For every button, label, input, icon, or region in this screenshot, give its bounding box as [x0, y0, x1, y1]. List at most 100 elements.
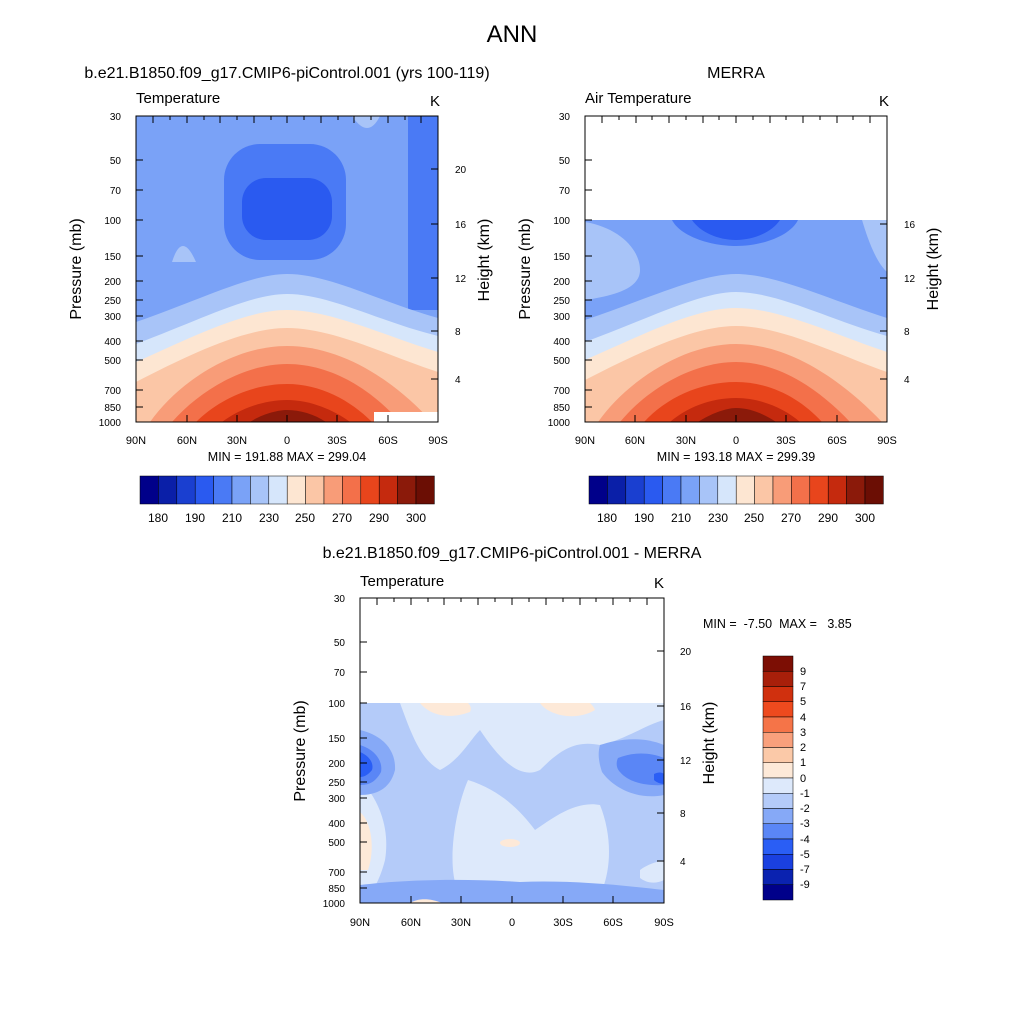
y-tick-label: 1000: [548, 418, 571, 429]
x-tick-label: 30N: [451, 917, 471, 929]
right-tick-label: 4: [455, 375, 461, 386]
colorbar-tick-label: -9: [800, 879, 810, 891]
panel-merra: MERRA Air Temperature K 90N 60N: [517, 65, 942, 525]
y-axis-ticks: 30 50 70 100 150 200 250 300 400 500 700…: [548, 112, 592, 429]
colorbar-tick-label: -2: [800, 803, 810, 815]
y-tick-label: 1000: [323, 899, 346, 910]
units-label: K: [430, 93, 440, 110]
y-tick-label: 150: [553, 252, 570, 263]
x-tick-label: 30S: [776, 435, 796, 447]
colorbar-tick-label: 190: [185, 511, 205, 525]
x-tick-label: 60N: [177, 435, 197, 447]
right-tick-label: 12: [904, 274, 916, 285]
right-tick-label: 20: [680, 647, 692, 658]
y-axis-label: Pressure (mb): [517, 218, 534, 319]
right-axis-label: Height (km): [476, 219, 493, 302]
y-tick-label: 400: [328, 819, 345, 830]
x-tick-label: 60S: [603, 917, 623, 929]
y-tick-label: 850: [553, 403, 570, 414]
y-tick-label: 100: [104, 216, 121, 227]
panel-title: b.e21.B1850.f09_g17.CMIP6-piControl.001 …: [84, 65, 489, 82]
right-axis-ticks: 4 8 12 16 20: [431, 165, 467, 386]
x-tick-label: 0: [284, 435, 290, 447]
y-axis-ticks: 30 50 70 100 150 200 250 300 400 500 700…: [99, 112, 143, 429]
variable-label: Temperature: [360, 573, 444, 590]
colorbar-tick-label: 7: [800, 681, 806, 693]
y-tick-label: 50: [559, 156, 571, 167]
x-tick-label: 60N: [401, 917, 421, 929]
y-tick-label: 700: [104, 386, 121, 397]
right-tick-label: 16: [455, 220, 467, 231]
y-tick-label: 30: [334, 594, 346, 605]
x-axis-ticks: 90N 60N 30N 0 30S 60S 90S: [126, 415, 448, 447]
colorbar-tick-label: 290: [369, 511, 389, 525]
y-tick-label: 1000: [99, 418, 122, 429]
x-axis-ticks: 90N 60N 30N 0 30S 60S 90S: [575, 415, 897, 447]
x-tick-label: 90N: [126, 435, 146, 447]
right-tick-label: 16: [680, 702, 692, 713]
y-tick-label: 50: [334, 638, 346, 649]
colorbar-tick-label: -4: [800, 834, 810, 846]
y-tick-label: 100: [553, 216, 570, 227]
y-tick-label: 500: [553, 356, 570, 367]
right-tick-label: 8: [904, 327, 910, 338]
colorbar-tick-label: 290: [818, 511, 838, 525]
y-tick-label: 700: [553, 386, 570, 397]
x-tick-label: 90S: [877, 435, 897, 447]
y-tick-label: 500: [328, 838, 345, 849]
x-tick-label: 30N: [227, 435, 247, 447]
panel-difference: b.e21.B1850.f09_g17.CMIP6-piControl.001 …: [292, 545, 852, 929]
min-max-stats: MIN = 193.18 MAX = 299.39: [657, 450, 815, 464]
min-max-stats: MIN = -7.50 MAX = 3.85: [703, 617, 852, 631]
colorbar-tick-label: -5: [800, 849, 810, 861]
right-axis-label: Height (km): [925, 228, 942, 311]
y-tick-label: 700: [328, 868, 345, 879]
y-tick-label: 30: [559, 112, 571, 123]
x-tick-label: 60S: [827, 435, 847, 447]
y-tick-label: 200: [553, 277, 570, 288]
colorbar-tick-label: 230: [259, 511, 279, 525]
panel-title: MERRA: [707, 65, 765, 82]
variable-label: Temperature: [136, 90, 220, 107]
y-axis-label: Pressure (mb): [68, 218, 85, 319]
right-tick-label: 12: [455, 274, 467, 285]
colorbar-tick-label: 1: [800, 757, 806, 769]
right-tick-label: 20: [455, 165, 467, 176]
y-tick-label: 400: [104, 337, 121, 348]
colorbar-tick-label: 210: [671, 511, 691, 525]
y-tick-label: 300: [328, 794, 345, 805]
y-tick-label: 500: [104, 356, 121, 367]
y-tick-label: 150: [328, 734, 345, 745]
y-tick-label: 850: [328, 884, 345, 895]
units-label: K: [654, 575, 664, 592]
temperature-field: [136, 116, 438, 422]
right-axis-ticks: 4 8 12 16 20: [657, 647, 692, 868]
x-tick-label: 30N: [676, 435, 696, 447]
colorbar-tick-label: 190: [634, 511, 654, 525]
variable-label: Air Temperature: [585, 90, 691, 107]
colorbar-tick-label: 180: [148, 511, 168, 525]
colorbar-tick-label: 270: [332, 511, 352, 525]
x-tick-label: 90S: [428, 435, 448, 447]
right-tick-label: 4: [680, 857, 686, 868]
y-tick-label: 300: [104, 312, 121, 323]
colorbar-tick-label: 300: [855, 511, 875, 525]
colorbar-tick-label: -7: [800, 864, 810, 876]
colorbar: 180 190 210 230 250 270 290 300: [588, 475, 884, 525]
x-tick-label: 90N: [350, 917, 370, 929]
colorbar-tick-label: 2: [800, 742, 806, 754]
right-axis-ticks: 4 8 12 16: [880, 220, 916, 386]
x-tick-label: 90S: [654, 917, 674, 929]
x-tick-label: 30S: [327, 435, 347, 447]
right-axis-label: Height (km): [701, 702, 718, 785]
y-tick-label: 100: [328, 699, 345, 710]
y-tick-label: 200: [328, 759, 345, 770]
x-tick-label: 60N: [625, 435, 645, 447]
right-tick-label: 4: [904, 375, 910, 386]
y-tick-label: 850: [104, 403, 121, 414]
colorbar-tick-label: 250: [744, 511, 764, 525]
y-tick-label: 70: [559, 186, 571, 197]
colorbar-tick-label: 9: [800, 666, 806, 678]
x-axis-ticks: 90N 60N 30N 0 30S 60S 90S: [350, 896, 674, 929]
